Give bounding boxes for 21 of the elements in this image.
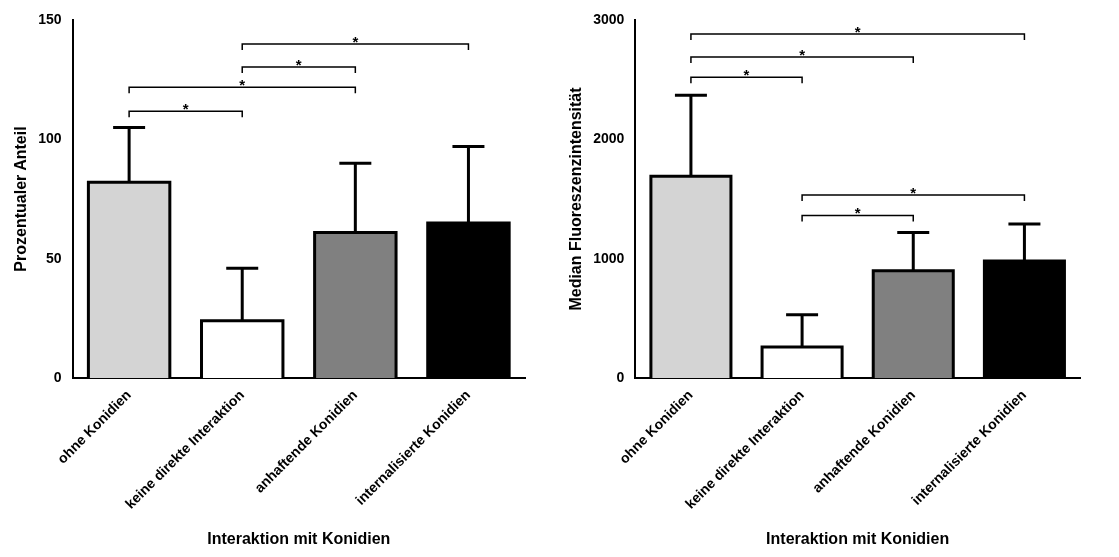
y-tick-label: 50: [45, 249, 62, 266]
y-axis-title: Prozentualer Anteil: [12, 126, 30, 272]
annotation: *: [295, 55, 302, 73]
annotation: *: [799, 45, 806, 63]
y-tick-label: 150: [38, 10, 62, 27]
annotation: *: [239, 75, 246, 93]
annotation: *: [352, 32, 359, 50]
y-tick-label: 3000: [593, 10, 625, 27]
y-axis-title: Median Fluoreszenzintensität: [567, 86, 585, 311]
y-tick-label: 0: [616, 368, 625, 385]
y-tick-label: 0: [53, 368, 62, 385]
annotation: *: [854, 204, 861, 222]
annotation: *: [910, 183, 917, 201]
annotation: *: [743, 65, 750, 83]
annotation: *: [854, 22, 861, 40]
annotation: *: [182, 99, 189, 117]
y-tick-label: 2000: [593, 130, 625, 147]
y-tick-label: 100: [38, 130, 62, 147]
x-axis-title: Interaktion mit Konidien: [207, 529, 391, 547]
y-tick-label: 1000: [593, 249, 625, 266]
x-axis-title: Interaktion mit Konidien: [766, 529, 950, 547]
